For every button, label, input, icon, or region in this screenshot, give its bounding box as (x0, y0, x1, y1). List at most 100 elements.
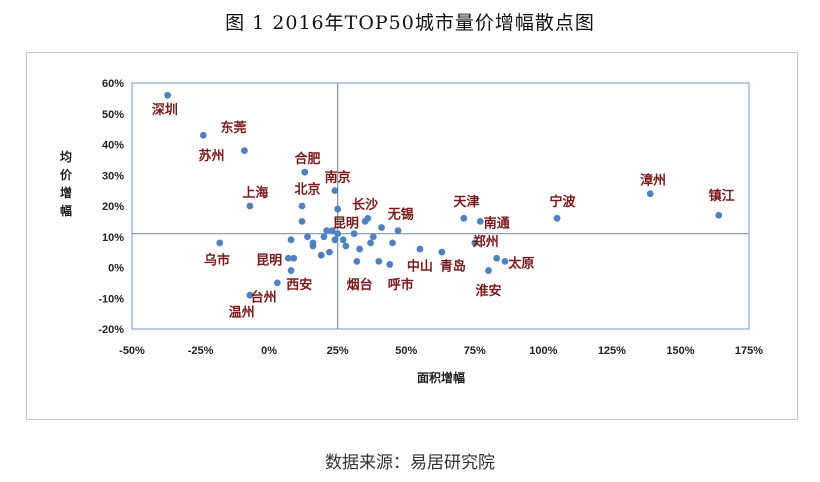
data-point (339, 236, 347, 244)
data-point (331, 236, 339, 244)
data-point (369, 233, 377, 241)
x-tick-label: 75% (464, 345, 486, 357)
city-label: 乌市 (204, 252, 230, 268)
data-point (476, 217, 484, 225)
data-point (378, 224, 385, 231)
data-point (246, 291, 254, 299)
y-axis-title-char: 增 (60, 185, 72, 200)
city-label: 昆明 (256, 252, 282, 268)
data-point (553, 214, 561, 222)
data-point (287, 236, 295, 244)
city-label: 长沙 (352, 197, 378, 213)
data-point (471, 239, 479, 247)
city-label: 南通 (484, 216, 510, 232)
y-tick-label: -20% (98, 324, 124, 336)
city-label: 漳州 (640, 172, 666, 188)
x-tick-label: 175% (735, 345, 763, 357)
data-point (273, 279, 281, 287)
x-tick-label: 25% (327, 345, 349, 357)
city-label: 中山 (407, 259, 433, 275)
data-point (309, 239, 317, 247)
data-point (460, 214, 468, 222)
x-tick-label: -50% (119, 345, 145, 357)
data-points (164, 91, 723, 299)
data-point (493, 254, 501, 262)
city-label: 昆明 (333, 216, 359, 232)
x-tick-label: 0% (261, 345, 277, 357)
data-point (342, 242, 350, 250)
city-label: 上海 (242, 185, 268, 201)
city-label: 南京 (325, 169, 351, 185)
data-point (501, 257, 509, 265)
city-label: 青岛 (440, 259, 466, 275)
y-axis-title-char: 均 (60, 149, 72, 164)
plot-area (131, 82, 750, 330)
x-tick-label: 150% (666, 345, 694, 357)
data-point (320, 233, 328, 241)
reference-lines (132, 83, 749, 329)
data-point (485, 267, 492, 274)
scatter-chart: 60% 50% 40% 30% 20% 10% 0% -10% -20% -50% -25% 0% 2… (60, 78, 763, 385)
data-point (199, 131, 207, 139)
data-point (364, 214, 372, 222)
city-label: 温州 (229, 306, 255, 321)
y-axis-title-char: 幅 (60, 203, 72, 218)
city-label: 深圳 (152, 102, 178, 118)
data-point (298, 217, 306, 225)
data-point (246, 202, 254, 210)
data-point (164, 91, 172, 99)
city-label: 北京 (294, 182, 320, 198)
city-label: 烟台 (347, 277, 373, 293)
data-point (375, 257, 383, 265)
city-label: 宁波 (550, 194, 577, 210)
data-point (304, 233, 311, 241)
city-label: 郑州 (473, 234, 499, 250)
x-tick-label: 125% (598, 345, 626, 357)
y-tick-label: 50% (102, 109, 124, 121)
city-label: 台州 (251, 289, 277, 305)
data-point (356, 245, 364, 253)
data-point (216, 239, 224, 247)
data-point (298, 202, 306, 210)
data-point (416, 245, 424, 253)
data-point (301, 168, 309, 176)
city-label: 天津 (454, 194, 480, 210)
data-point (646, 190, 654, 198)
city-label: 无锡 (387, 206, 414, 222)
data-point (287, 267, 295, 274)
city-label: 西安 (286, 277, 312, 293)
y-axis-title-char: 价 (60, 168, 73, 182)
y-tick-label: -10% (98, 293, 124, 305)
data-point (386, 261, 394, 268)
x-axis-title: 面积增幅 (417, 370, 465, 385)
y-tick-label: 60% (102, 78, 124, 90)
data-point (241, 147, 248, 155)
data-point (328, 227, 336, 235)
y-tick-label: 40% (102, 140, 124, 152)
x-axis-ticks: -50% -25% 0% 25% 50% 75% 100% 125% 150% 175% (119, 345, 763, 357)
y-axis-ticks: 60% 50% 40% 30% 20% 10% 0% -10% -20% (98, 78, 124, 336)
data-point (290, 254, 298, 262)
y-tick-label: 10% (102, 232, 124, 244)
y-tick-label: 20% (102, 201, 124, 213)
y-tick-label: 0% (108, 263, 124, 275)
data-point (331, 187, 339, 195)
figure-title: 图 1 2016年TOP50城市量价增幅散点图 (225, 12, 595, 34)
data-point (394, 227, 402, 235)
chart-frame (26, 52, 798, 420)
city-label: 淮安 (474, 283, 501, 299)
city-label: 呼市 (388, 277, 414, 293)
data-point (323, 227, 331, 235)
data-point (715, 211, 723, 219)
data-point (334, 205, 342, 213)
data-point (353, 257, 361, 265)
x-tick-label: 50% (395, 345, 417, 357)
data-point (438, 248, 446, 256)
data-point (326, 248, 333, 256)
data-point (317, 251, 325, 259)
data-point (334, 230, 342, 238)
x-tick-label: -25% (188, 345, 214, 357)
data-point (389, 239, 396, 247)
city-label: 合肥 (294, 151, 320, 167)
